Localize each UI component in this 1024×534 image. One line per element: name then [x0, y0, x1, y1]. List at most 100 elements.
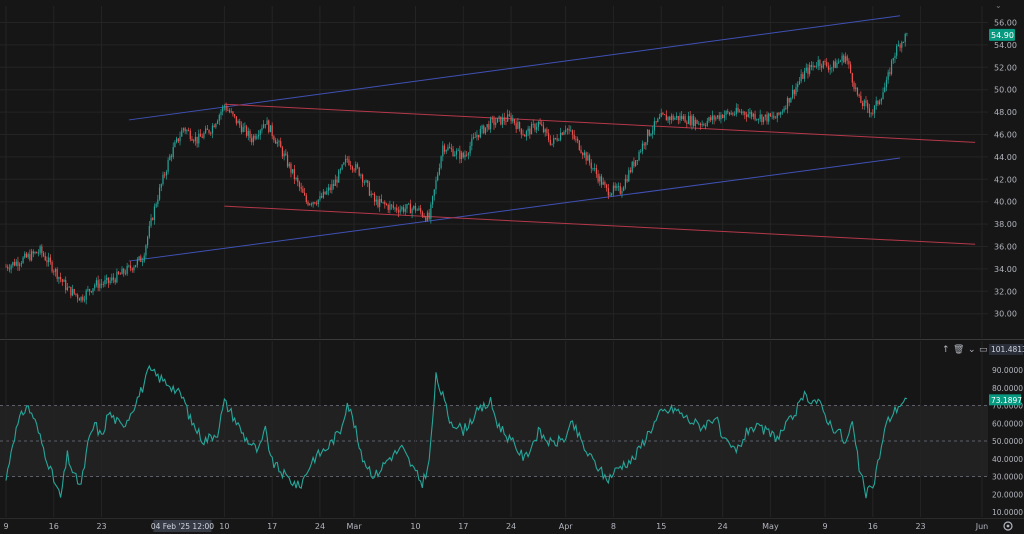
blue-channel-upper[interactable]	[128, 15, 901, 121]
red-channel-lower[interactable]	[224, 205, 976, 245]
rsi-tick-label: 50.0000	[992, 437, 1023, 446]
candle-body	[37, 252, 40, 254]
candle-body	[698, 123, 700, 125]
candle-body	[437, 174, 439, 181]
candle-body	[809, 64, 811, 74]
candle-body	[24, 253, 26, 258]
candle-body	[706, 121, 708, 126]
candle-body	[286, 154, 289, 167]
delete-pane-icon[interactable]: 🗑	[953, 344, 964, 355]
candle-body	[114, 279, 116, 283]
candle-body	[769, 113, 772, 117]
move-pane-up-icon[interactable]: ↑	[942, 345, 950, 355]
price-pane[interactable]	[0, 6, 988, 338]
candle-body	[341, 164, 343, 170]
candle-body	[616, 186, 618, 188]
candle-body	[505, 121, 507, 122]
candle-body	[892, 57, 894, 61]
candle-body	[36, 251, 38, 254]
red-channel-upper[interactable]	[224, 103, 976, 143]
blue-channel-lower[interactable]	[128, 157, 901, 262]
candle-body	[725, 111, 727, 115]
candle-body	[360, 174, 362, 176]
candle-body	[599, 176, 601, 182]
candle-body	[53, 271, 55, 273]
candle-body	[396, 207, 398, 211]
time-axis[interactable]: 9 16 23 10 17 24 Mar 10 17 24 Apr 8 15 24 May 9 16 23 Jun 0…	[0, 518, 1024, 533]
candle-body	[181, 130, 183, 137]
candle-body	[123, 268, 125, 274]
candle-body	[541, 124, 543, 126]
candle-body	[346, 158, 348, 160]
candle-body	[179, 136, 181, 142]
rsi-pane[interactable]	[0, 341, 988, 517]
candle-body	[495, 122, 497, 125]
candle-body	[394, 207, 396, 209]
candle-body	[83, 299, 86, 301]
candle-body	[196, 136, 198, 144]
trend-channels[interactable]	[128, 15, 976, 262]
candle-body	[227, 110, 229, 111]
candle-body	[167, 160, 169, 172]
candle-body	[136, 259, 138, 266]
candle-body	[517, 122, 519, 129]
candle-body	[718, 115, 720, 120]
candle-body	[278, 141, 280, 142]
candle-body	[208, 129, 210, 133]
settings-gear-icon[interactable]	[1003, 521, 1013, 531]
candle-body	[312, 202, 314, 205]
time-tick-label: Jun	[975, 522, 989, 531]
candle-body	[51, 261, 53, 272]
candle-body	[510, 115, 512, 122]
candle-body	[73, 289, 75, 294]
candle-body	[326, 190, 328, 195]
candle-body	[191, 138, 193, 141]
candle-body	[25, 253, 28, 258]
candle-body	[27, 254, 29, 258]
time-tick-label: 16	[49, 522, 59, 531]
candle-body	[387, 204, 389, 210]
time-tick-label: 10	[410, 522, 420, 531]
candle-body	[491, 118, 493, 120]
price-tick-label: 38.00	[994, 220, 1017, 229]
candle-body	[363, 182, 365, 183]
candle-body	[493, 118, 495, 125]
candle-body	[385, 204, 388, 206]
candle-body	[29, 254, 31, 261]
candle-body	[797, 84, 799, 88]
candle-body	[351, 166, 353, 170]
scale-menu-icon[interactable]: ⌄	[995, 1, 1002, 10]
candle-body	[728, 112, 731, 115]
candle-body	[711, 115, 714, 121]
candle-body	[152, 218, 154, 220]
candle-body	[63, 280, 65, 282]
candle-body	[414, 205, 417, 211]
candle-body	[546, 129, 548, 134]
candle-body	[566, 128, 568, 130]
time-tick-label: Mar	[347, 522, 363, 531]
candle-body	[614, 185, 616, 188]
candle-body	[873, 105, 876, 114]
rsi-axis[interactable]: 90.0000 80.0000 70.0000 60.0000 50.0000 40.00…	[989, 344, 1024, 517]
candle-body	[669, 116, 671, 121]
candle-body	[314, 202, 316, 204]
candlesticks[interactable]	[5, 32, 908, 305]
candle-body	[518, 122, 521, 129]
price-axis[interactable]: 56.00 54.00 52.00 50.00 48.00 46.00 44.00 42.00…	[989, 19, 1017, 319]
candle-body	[280, 141, 282, 148]
candle-body	[344, 158, 347, 163]
candle-body	[553, 138, 555, 144]
candle-body	[356, 164, 359, 168]
candle-body	[664, 114, 666, 116]
candle-body	[860, 95, 862, 104]
candle-body	[235, 116, 237, 124]
collapse-pane-icon[interactable]: ⌄	[968, 345, 976, 355]
candle-body	[377, 199, 379, 207]
candle-body	[80, 296, 82, 301]
maximize-pane-icon[interactable]: ▭	[979, 345, 988, 355]
candle-body	[189, 130, 191, 139]
rsi-current-badge	[989, 394, 1021, 406]
candle-body	[389, 204, 391, 210]
candle-body	[507, 114, 509, 122]
candle-body	[404, 208, 406, 212]
